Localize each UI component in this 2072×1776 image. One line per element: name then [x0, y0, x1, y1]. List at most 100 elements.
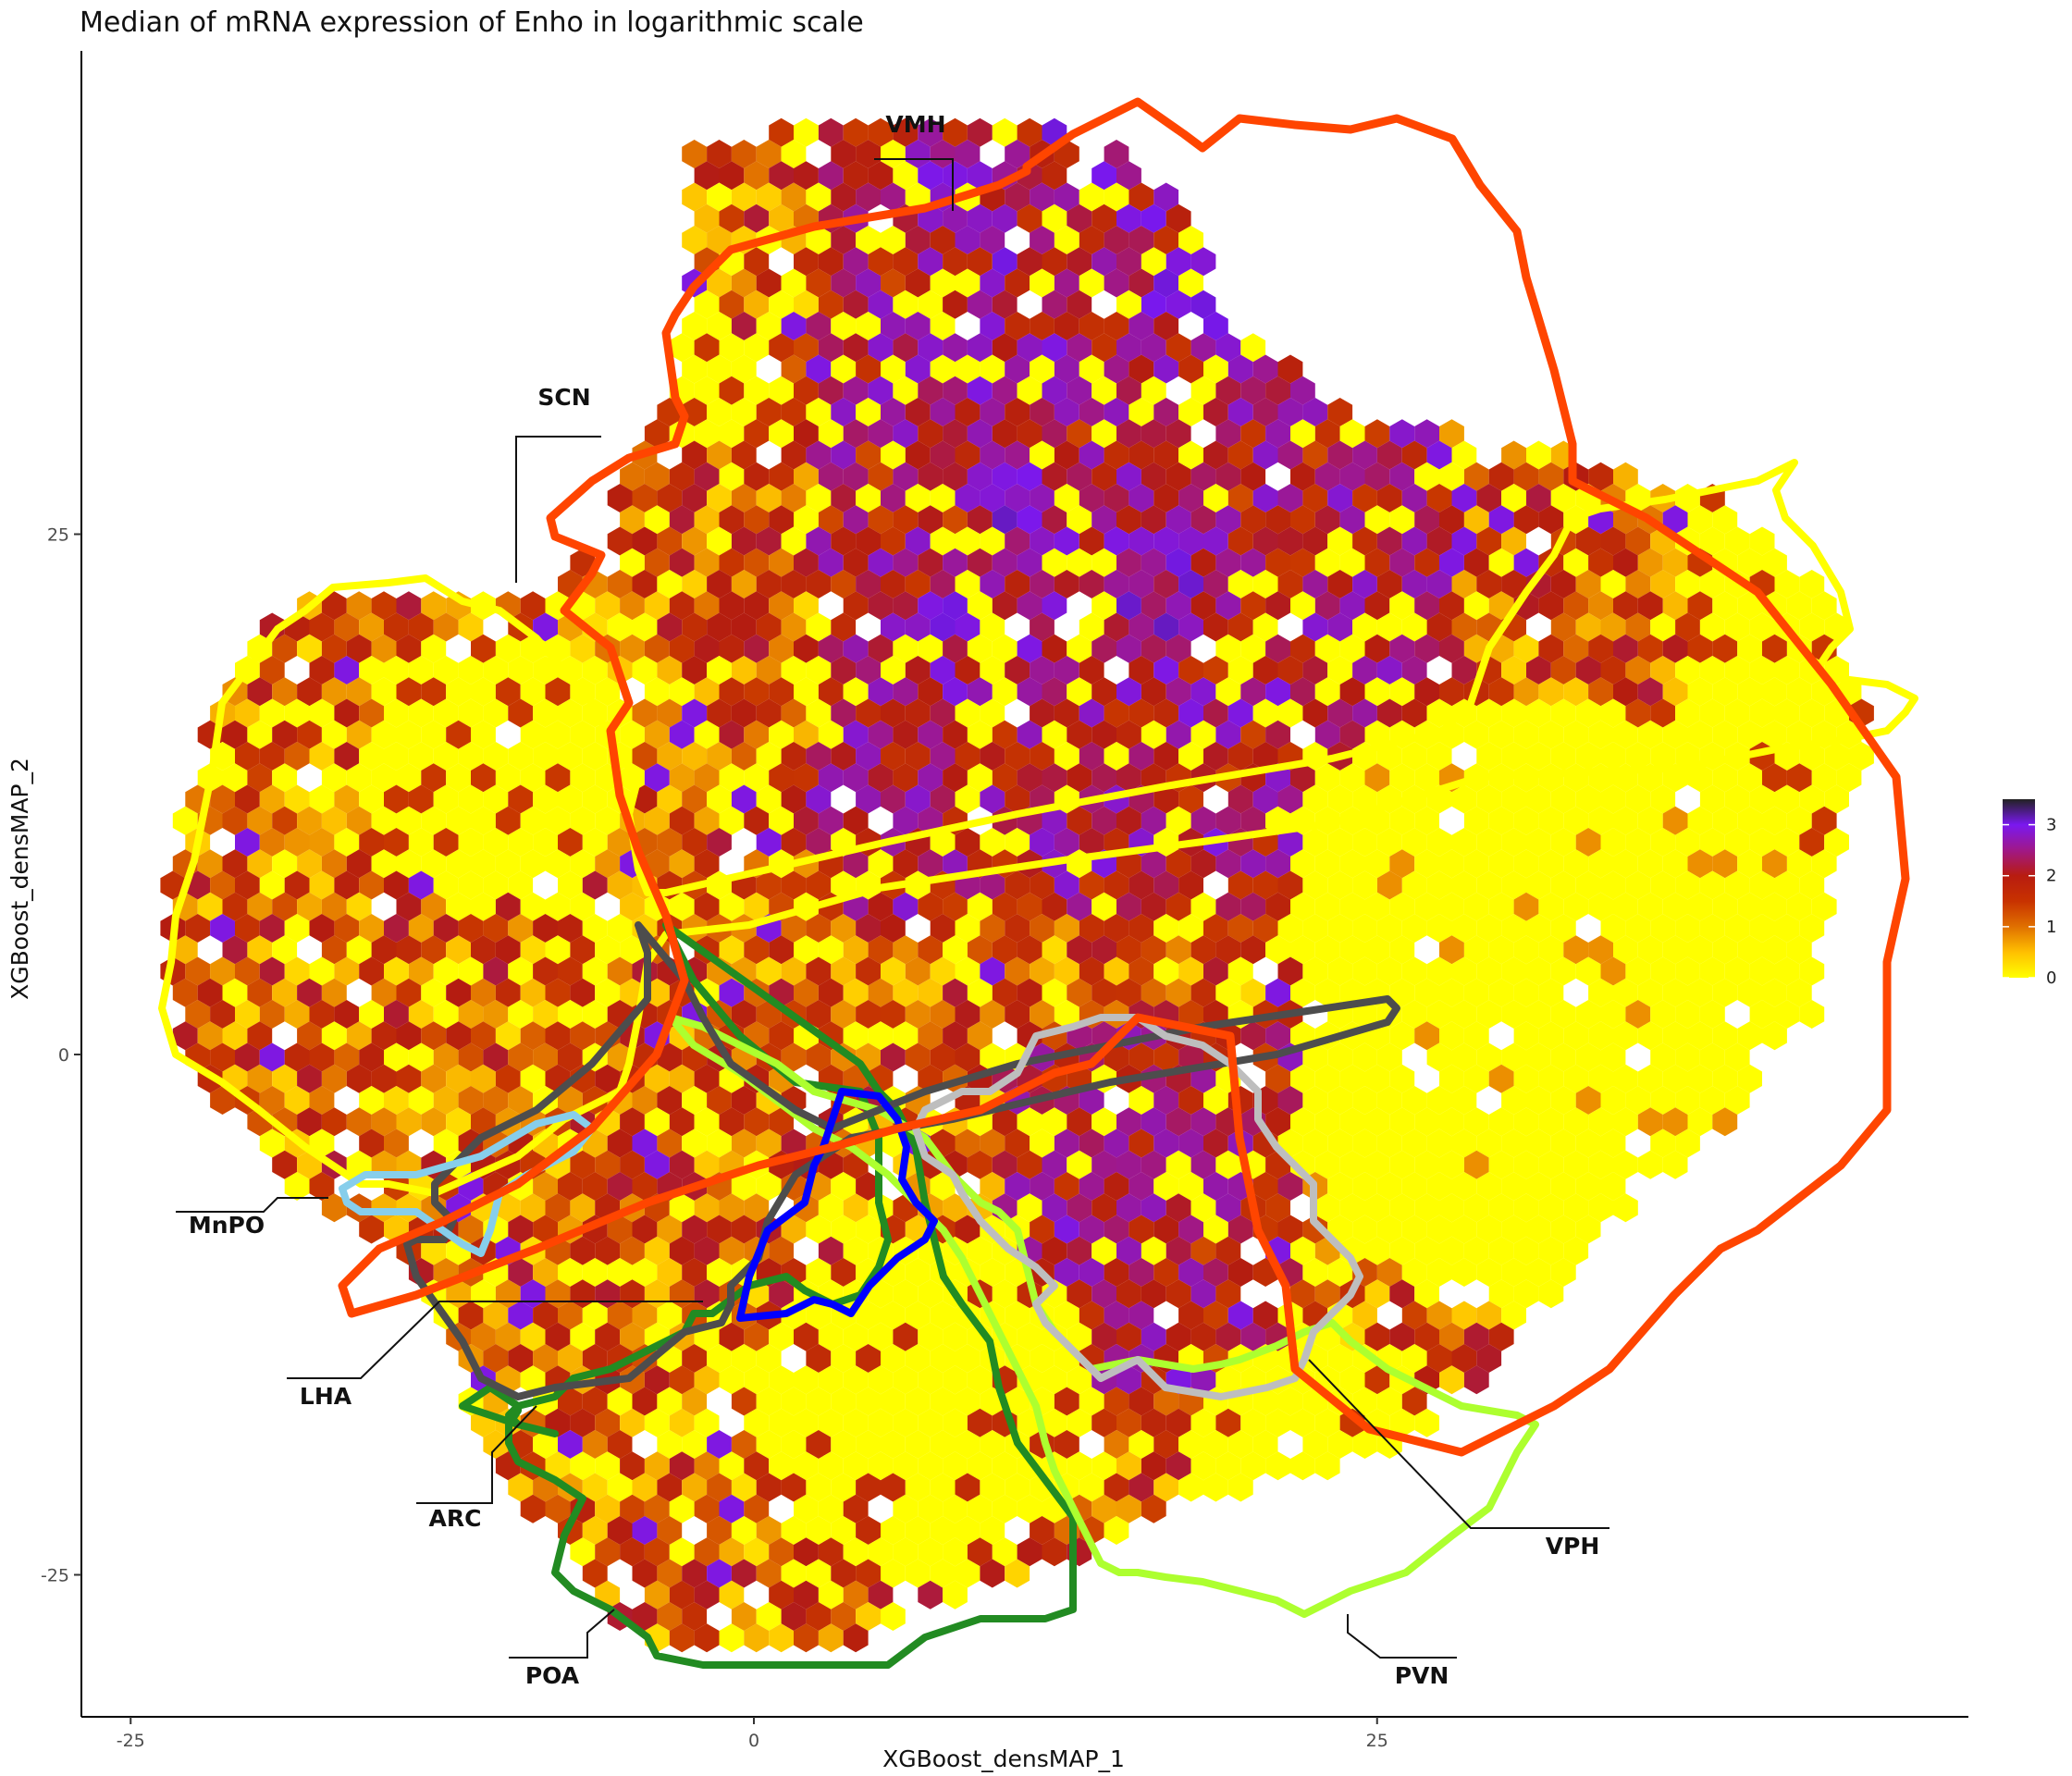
- hex-bin: [843, 1451, 869, 1481]
- hex-bin: [321, 634, 347, 663]
- hex-bin: [818, 290, 844, 319]
- hex-bin: [1712, 720, 1738, 749]
- hex-bin: [1128, 354, 1154, 384]
- hex-bin: [1227, 956, 1253, 986]
- hex-bin: [371, 1107, 397, 1137]
- hex-bin: [1190, 1279, 1216, 1309]
- hex-bin: [1699, 1000, 1725, 1029]
- hex-bin: [1712, 1064, 1738, 1093]
- hex-bin: [905, 1473, 931, 1502]
- hex-bin: [1302, 1215, 1328, 1244]
- hex-bin: [943, 849, 968, 879]
- hex-bin: [1563, 720, 1589, 749]
- hex-bin: [1240, 333, 1266, 363]
- hex-bin: [1203, 914, 1228, 943]
- hex-bin: [1128, 312, 1154, 340]
- hex-bin: [1302, 956, 1328, 986]
- hex-bin: [1017, 591, 1042, 621]
- hex-bin: [1439, 849, 1464, 879]
- hex-bin: [744, 591, 770, 621]
- hex-bin: [446, 806, 471, 835]
- hex-bin: [918, 1494, 944, 1523]
- hex-bin: [1030, 398, 1054, 426]
- hex-bin: [943, 1322, 968, 1351]
- hex-bin: [582, 1301, 608, 1330]
- hex-bin: [533, 1344, 558, 1373]
- hex-bin: [1067, 1365, 1092, 1395]
- hex-bin: [1513, 849, 1539, 879]
- hex-bin: [495, 677, 521, 707]
- hex-bin: [731, 440, 757, 470]
- hex-bin: [1092, 1193, 1116, 1223]
- hex-bin: [731, 268, 757, 298]
- hex-bin: [943, 376, 968, 405]
- hex-bin: [533, 612, 558, 642]
- hex-bin: [1550, 612, 1576, 642]
- hex-bin: [1401, 570, 1427, 598]
- hex-bin: [943, 1365, 968, 1395]
- hex-bin: [421, 935, 447, 965]
- hex-bin: [582, 742, 608, 771]
- hex-bin: [1240, 849, 1266, 879]
- hex-bin: [980, 1172, 1005, 1201]
- hex-bin: [1128, 1301, 1154, 1330]
- hex-bin: [1724, 698, 1750, 728]
- hex-bin: [794, 548, 819, 577]
- hex-bin: [1277, 1215, 1303, 1244]
- hex-bin: [930, 656, 956, 684]
- hex-bin: [1314, 720, 1340, 749]
- hex-bin: [1042, 634, 1067, 663]
- hex-bin: [1178, 1258, 1203, 1287]
- hex-bin: [1203, 1215, 1228, 1244]
- hex-bin: [1017, 548, 1042, 577]
- hex-bin: [620, 462, 645, 491]
- hex-bin: [818, 333, 844, 363]
- hex-bin: [1092, 1494, 1116, 1523]
- hex-bin: [1699, 570, 1725, 598]
- hex-bin: [707, 182, 732, 212]
- hex-bin: [669, 1408, 695, 1437]
- hex-bin: [669, 1236, 695, 1265]
- hex-bin: [1141, 1322, 1166, 1351]
- hex-bin: [918, 290, 944, 319]
- hex-bin: [818, 935, 844, 965]
- hex-bin: [1588, 978, 1613, 1007]
- hex-bin: [719, 806, 745, 835]
- hex-bin: [1376, 870, 1402, 900]
- hex-bin: [1526, 784, 1551, 814]
- hex-bin: [309, 914, 335, 943]
- hex-bin: [334, 870, 360, 900]
- hex-bin: [756, 656, 782, 684]
- hex-bin: [831, 526, 857, 556]
- hex-bin: [856, 140, 881, 168]
- hex-bin: [284, 1086, 310, 1115]
- hex-bin: [1277, 1387, 1303, 1416]
- hex-bin: [1476, 784, 1502, 814]
- hex-bin: [446, 935, 471, 965]
- hex-bin: [1426, 828, 1452, 857]
- hex-bin: [943, 1408, 968, 1437]
- hex-bin: [1166, 333, 1191, 363]
- hex-bin: [794, 376, 819, 405]
- hex-bin: [682, 440, 708, 470]
- hex-bin: [794, 763, 819, 793]
- hex-bin: [1005, 784, 1030, 814]
- hex-bin: [421, 720, 447, 749]
- hex-bin: [632, 612, 658, 642]
- hex-bin: [520, 591, 546, 621]
- hex-bin: [644, 1236, 670, 1265]
- hex-bin: [1054, 828, 1079, 857]
- hex-bin: [483, 1301, 509, 1330]
- hex-bin: [1227, 484, 1253, 512]
- hex-bin: [682, 698, 708, 728]
- hex-bin: [1650, 828, 1676, 857]
- hex-bin: [1799, 784, 1825, 814]
- hex-bin: [893, 677, 919, 707]
- hex-bin: [272, 935, 298, 965]
- hex-bin: [806, 526, 832, 556]
- hex-bin: [1178, 742, 1203, 771]
- hex-bin: [1327, 1258, 1353, 1287]
- hex-bin: [1128, 1387, 1154, 1416]
